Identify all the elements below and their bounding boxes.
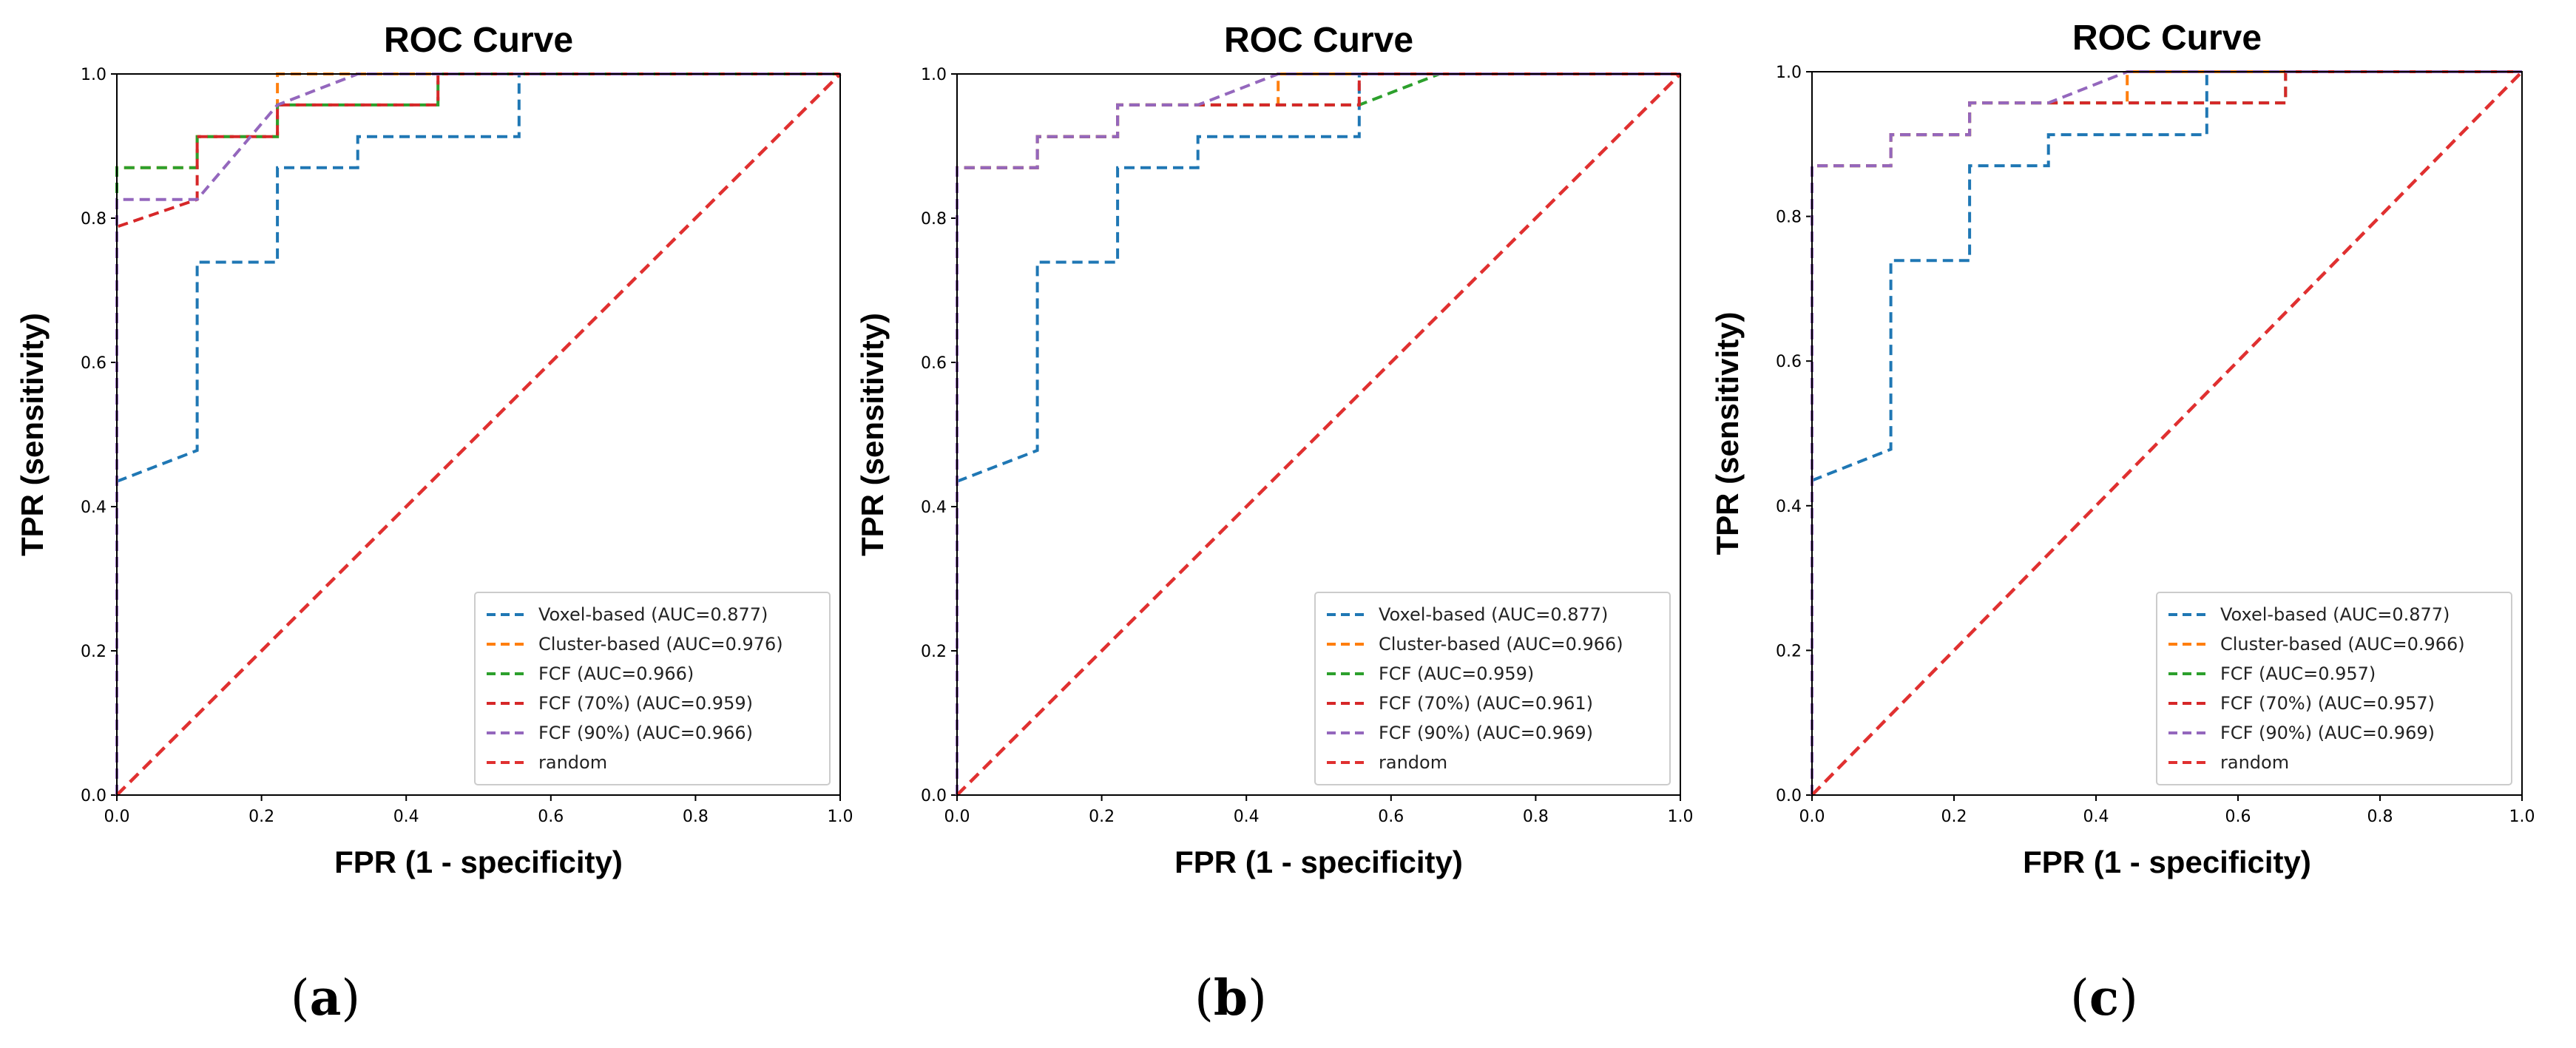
y-tick-label: 0.0 <box>921 787 947 805</box>
y-tick-label: 0.8 <box>81 210 107 229</box>
x-axis-label: FPR (1 - specificity) <box>2023 845 2311 879</box>
legend-entry: FCF (AUC=0.966) <box>538 663 694 684</box>
legend-entry: FCF (AUC=0.957) <box>2220 663 2376 684</box>
legend-box <box>1314 592 1671 785</box>
legend: Voxel-based (AUC=0.877) Cluster-based (AU… <box>1314 592 1671 785</box>
legend-entry: FCF (70%) (AUC=0.961) <box>1379 693 1593 714</box>
legend-entry: Cluster-based (AUC=0.966) <box>1379 634 1623 655</box>
panel-label-b: (b) <box>1194 969 1267 1027</box>
y-tick-label: 0.2 <box>1776 642 1802 660</box>
axes-frame <box>956 73 1681 796</box>
x-tick-label: 0.6 <box>2225 808 2251 826</box>
y-axis-label: TPR (sensitivity) <box>15 313 50 556</box>
legend-box <box>474 592 831 785</box>
roc-series-line-4 <box>1811 70 2522 795</box>
roc-series-line-4 <box>956 72 1680 795</box>
axes-frame <box>116 73 841 796</box>
legend-entry: Voxel-based (AUC=0.877) <box>538 604 768 625</box>
x-tick-label: 0.8 <box>1523 808 1549 826</box>
x-tick-label: 0.4 <box>1234 808 1260 826</box>
y-tick-label: 0.0 <box>81 787 107 805</box>
y-tick-label: 0.4 <box>921 498 947 517</box>
legend-entry: FCF (AUC=0.959) <box>1379 663 1534 684</box>
legend: Voxel-based (AUC=0.877) Cluster-based (AU… <box>474 592 831 785</box>
legend-entry: random <box>538 752 607 773</box>
y-tick-label: 1.0 <box>81 66 107 84</box>
legend-entry: random <box>1379 752 1447 773</box>
roc-panel-b: ROC Curve FPR (1 - specificity) TPR (sensi… <box>855 21 1694 879</box>
legend-entry: FCF (70%) (AUC=0.959) <box>538 693 753 714</box>
x-tick-label: 0.2 <box>249 808 274 826</box>
y-tick-label: 1.0 <box>1776 64 1802 82</box>
legend-entry: random <box>2220 752 2289 773</box>
panel-label-a: (a) <box>291 969 360 1027</box>
legend-entry: FCF (70%) (AUC=0.957) <box>2220 693 2435 714</box>
y-tick-label: 1.0 <box>921 66 947 84</box>
x-tick-label: 0.0 <box>944 808 970 826</box>
legend-entry: Cluster-based (AUC=0.966) <box>2220 634 2465 655</box>
legend-entry: FCF (90%) (AUC=0.969) <box>2220 723 2435 743</box>
legend: Voxel-based (AUC=0.877) Cluster-based (AU… <box>2156 592 2512 785</box>
roc-panel-c: ROC Curve FPR (1 - specificity) TPR (sensi… <box>1710 18 2535 879</box>
x-tick-label: 0.8 <box>683 808 709 826</box>
y-tick-label: 0.6 <box>81 354 107 373</box>
plot-area <box>956 72 1682 797</box>
legend-box <box>2156 592 2512 785</box>
random-baseline-line <box>956 72 1682 797</box>
legend-entry: Cluster-based (AUC=0.976) <box>538 634 783 655</box>
y-tick-label: 0.0 <box>1776 787 1802 805</box>
chart-title: ROC Curve <box>1224 21 1413 60</box>
roc-series-line-0 <box>116 72 840 483</box>
y-tick-label: 0.2 <box>921 643 947 661</box>
legend-entry: Voxel-based (AUC=0.877) <box>1379 604 1608 625</box>
x-tick-label: 0.0 <box>104 808 130 826</box>
y-axis-label: TPR (sensitivity) <box>855 313 890 556</box>
random-baseline-line <box>1811 70 2523 797</box>
roc-series-line-3 <box>115 72 840 795</box>
x-tick-label: 0.2 <box>1941 808 1967 826</box>
x-tick-label: 0.6 <box>538 808 564 826</box>
plot-area <box>1811 70 2523 797</box>
y-tick-label: 0.6 <box>921 354 947 373</box>
axes-frame <box>1811 71 2523 796</box>
roc-panel-a: ROC Curve FPR (1 - specificity) TPR (sensi… <box>15 21 853 879</box>
y-tick-label: 0.8 <box>1776 209 1802 227</box>
x-tick-label: 0.6 <box>1378 808 1404 826</box>
chart-title: ROC Curve <box>384 21 573 60</box>
roc-series-line-0 <box>1811 70 2522 482</box>
legend-entry: Voxel-based (AUC=0.877) <box>2220 604 2450 625</box>
y-axis-label: TPR (sensitivity) <box>1710 311 1745 555</box>
x-tick-label: 0.8 <box>2367 808 2393 826</box>
x-tick-label: 1.0 <box>1668 808 1694 826</box>
x-tick-label: 0.4 <box>393 808 419 826</box>
x-tick-label: 1.0 <box>2509 808 2535 826</box>
roc-series-line-0 <box>956 72 1680 483</box>
panel-label-c: (c) <box>2070 969 2138 1027</box>
x-tick-label: 1.0 <box>828 808 853 826</box>
y-tick-label: 0.2 <box>81 643 107 661</box>
x-tick-label: 0.2 <box>1089 808 1115 826</box>
y-tick-label: 0.6 <box>1776 353 1802 371</box>
y-tick-label: 0.4 <box>81 498 107 517</box>
legend-entry: FCF (90%) (AUC=0.966) <box>538 723 753 743</box>
x-axis-label: FPR (1 - specificity) <box>334 845 623 879</box>
x-tick-label: 0.0 <box>1799 808 1825 826</box>
chart-title: ROC Curve <box>2072 18 2262 58</box>
y-tick-label: 0.4 <box>1776 498 1802 516</box>
x-tick-label: 0.4 <box>2083 808 2109 826</box>
y-tick-label: 0.8 <box>921 210 947 229</box>
random-baseline-line <box>115 72 842 797</box>
legend-entry: FCF (90%) (AUC=0.969) <box>1379 723 1593 743</box>
x-axis-label: FPR (1 - specificity) <box>1174 845 1463 879</box>
